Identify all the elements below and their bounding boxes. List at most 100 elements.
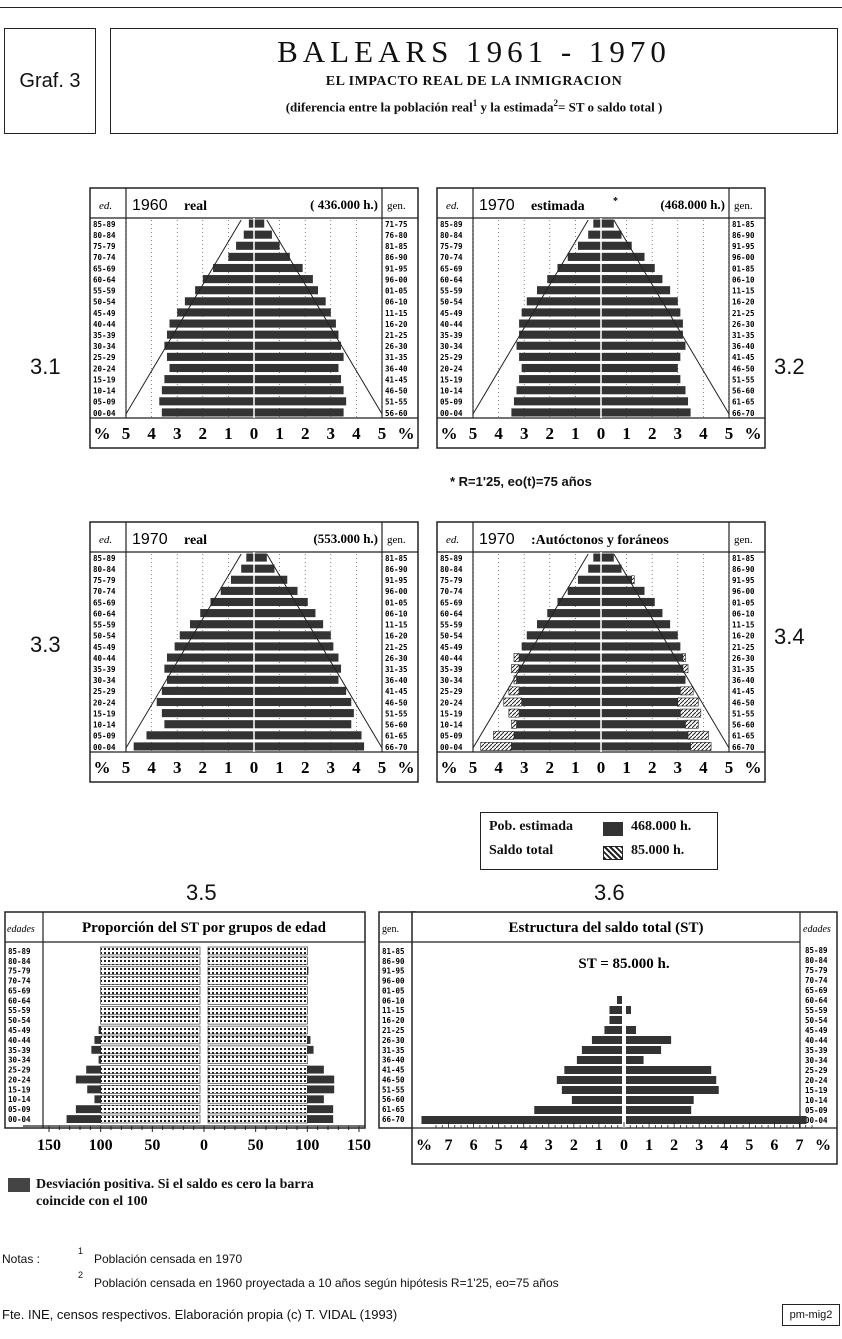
- female-bar-3-2: [601, 330, 683, 339]
- female-bar-3-2: [601, 275, 663, 284]
- age-label-3-1: 35-39: [93, 331, 116, 340]
- age-label-3-3: 55-59: [93, 621, 116, 630]
- panel-title-year-3-1: 1960: [132, 197, 168, 214]
- male-saldo-bar-3-6: [561, 1086, 622, 1094]
- male-saldo-bar-3-4: [511, 719, 517, 729]
- panel-label-3-3: 3.3: [30, 632, 61, 657]
- female-deviation-bar-3-5: [307, 966, 309, 975]
- female-saldo-bar-3-4: [690, 742, 712, 751]
- gen-row-label-3-3: 26-30: [385, 654, 408, 663]
- age-label-3-3: 80-84: [93, 565, 116, 574]
- male-bar-3-3: [179, 631, 254, 640]
- male-bar-3-3: [166, 675, 254, 684]
- male-bar-3-2: [521, 308, 601, 317]
- gen-row-label-3-3: 91-95: [385, 576, 408, 585]
- female-base-bar-3-5: [207, 1055, 308, 1064]
- ref-line-right-3-4: [613, 553, 730, 749]
- gen-row-label-3-1: 86-90: [385, 253, 408, 262]
- x-tick-label-3-5: 0: [200, 1137, 208, 1154]
- male-base-bar-3-5: [100, 1006, 201, 1015]
- gen-label-3-4: gen.: [734, 534, 753, 546]
- age-label-3-2: 80-84: [440, 231, 463, 240]
- x-tick-label-3-3: 3: [173, 758, 182, 777]
- panel-label-3-1: 3.1: [30, 354, 61, 379]
- panel-title-text-3-3: real: [184, 533, 207, 548]
- age-label-3-6: 35-39: [805, 1046, 828, 1055]
- female-bar-3-4: [601, 609, 663, 618]
- age-label-3-6: 60-64: [805, 996, 828, 1005]
- panel-label-3-5: 3.5: [186, 880, 217, 905]
- panel-title-3-6: Estructura del saldo total (ST): [509, 920, 704, 936]
- female-bar-3-4: [601, 731, 689, 740]
- x-tick-label-3-3: 1: [224, 758, 233, 777]
- gen-row-label-3-3: 01-05: [385, 598, 408, 607]
- x-tick-label-3-1: 0: [250, 424, 259, 443]
- age-label-3-3: 40-44: [93, 654, 116, 663]
- ref-line-right-3-2: [613, 219, 730, 415]
- age-label-3-3: 05-09: [93, 732, 116, 741]
- female-base-bar-3-5: [207, 1045, 308, 1055]
- gen-label-3-5: gen.: [382, 924, 399, 935]
- male-deviation-bar-3-5: [94, 1036, 101, 1044]
- gen-row-label-3-5: 86-90: [382, 957, 405, 966]
- male-bar-3-3: [230, 575, 254, 584]
- gen-row-label-3-2: 16-20: [732, 298, 755, 307]
- female-saldo-bar-3-6: [626, 1026, 637, 1034]
- gen-row-label-3-1: 76-80: [385, 231, 408, 240]
- gen-row-label-3-1: 06-10: [385, 298, 408, 307]
- female-bar-3-2: [601, 397, 689, 406]
- male-bar-3-4: [593, 553, 601, 562]
- note2-sup: 2: [78, 1270, 84, 1280]
- ed-label-3-4: ed.: [446, 534, 459, 546]
- age-label-3-4: 10-14: [440, 721, 463, 730]
- title-box: BALEARS 1961 - 1970 EL IMPACTO REAL DE L…: [110, 28, 838, 134]
- female-bar-3-3: [254, 597, 308, 607]
- age-label-3-6: 85-89: [805, 946, 828, 955]
- male-saldo-bar-3-6: [564, 1066, 622, 1074]
- notes-label: Notas :: [2, 1252, 41, 1266]
- gen-label-3-1: gen.: [387, 200, 406, 212]
- male-saldo-bar-3-4: [480, 742, 512, 751]
- x-tick-label-3-6: 6: [770, 1137, 778, 1154]
- x-tick-label-3-2: 2: [546, 424, 555, 443]
- age-label-3-6: 50-54: [805, 1016, 828, 1025]
- female-bar-3-3: [254, 742, 365, 751]
- male-bar-3-2: [577, 241, 601, 250]
- x-tick-label-3-1: 3: [173, 424, 182, 443]
- male-bar-3-1: [202, 275, 254, 284]
- male-deviation-bar-3-5: [66, 1115, 101, 1123]
- age-label-3-1: 70-74: [93, 253, 116, 262]
- age-label-3-4: 35-39: [440, 665, 463, 674]
- x-tick-label-3-1: 1: [275, 424, 284, 443]
- age-label-3-5: 45-49: [8, 1026, 31, 1035]
- x-tick-label-3-5: 50: [144, 1137, 160, 1154]
- male-bar-3-2: [519, 352, 601, 361]
- male-saldo-bar-3-6: [604, 1026, 622, 1034]
- female-bar-3-3: [254, 709, 354, 718]
- male-bar-3-4: [547, 609, 601, 618]
- male-deviation-bar-3-5: [98, 1055, 101, 1064]
- male-bar-3-4: [526, 631, 601, 640]
- gen-row-label-3-1: 01-05: [385, 287, 408, 296]
- gen-row-label-3-1: 71-75: [385, 220, 408, 229]
- panel-title-text-3-2: estimada: [531, 199, 585, 214]
- female-bar-3-3: [254, 697, 352, 707]
- female-bar-3-1: [254, 341, 342, 350]
- female-bar-3-3: [254, 631, 331, 640]
- age-label-3-5: 00-04: [8, 1115, 31, 1124]
- age-label-3-2: 40-44: [440, 320, 463, 329]
- gen-row-label-3-2: 21-25: [732, 309, 755, 318]
- female-bar-3-1: [254, 219, 265, 228]
- female-bar-3-3: [254, 642, 334, 651]
- age-label-3-2: 35-39: [440, 331, 463, 340]
- male-bar-3-2: [537, 286, 601, 295]
- age-label-3-3: 70-74: [93, 587, 116, 596]
- male-bar-3-3: [246, 553, 254, 562]
- female-saldo-bar-3-6: [626, 1006, 632, 1014]
- x-tick-label-3-4: %: [745, 758, 762, 777]
- female-saldo-bar-3-6: [626, 1116, 807, 1124]
- gen-row-label-3-5: 06-10: [382, 996, 405, 1005]
- age-label-3-5: 70-74: [8, 977, 31, 986]
- gen-row-label-3-5: 36-40: [382, 1056, 405, 1065]
- female-bar-3-2: [601, 286, 671, 295]
